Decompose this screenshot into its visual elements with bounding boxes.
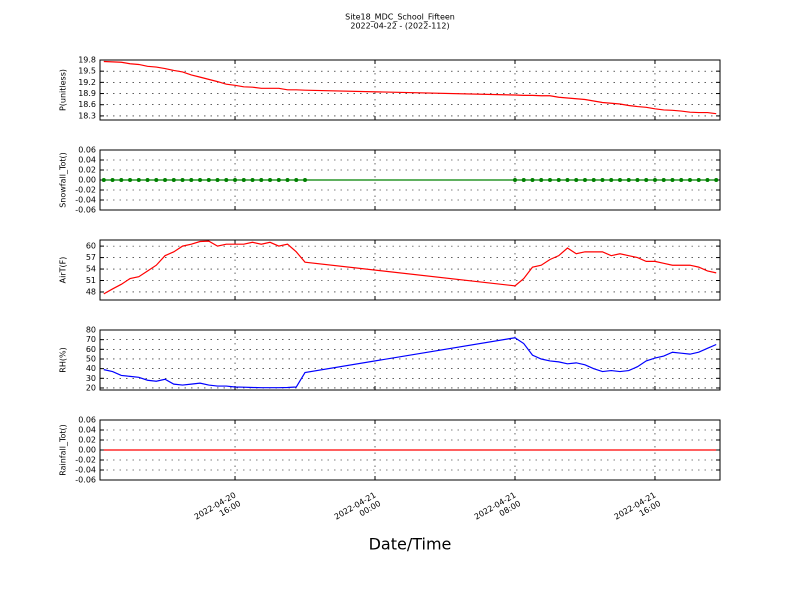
y-tick-label: 50: [86, 354, 96, 363]
data-point: [171, 178, 176, 182]
data-point: [696, 178, 701, 182]
data-point: [189, 178, 194, 182]
y-tick-label: 40: [86, 364, 96, 373]
data-point: [714, 178, 719, 182]
data-point: [145, 178, 150, 182]
data-point: [652, 178, 657, 182]
y-tick-label: 60: [86, 242, 96, 251]
data-point: [679, 178, 684, 182]
data-point: [661, 178, 666, 182]
data-point: [294, 178, 299, 182]
data-point: [600, 178, 605, 182]
y-tick-label: -0.06: [75, 476, 96, 485]
data-point: [285, 178, 290, 182]
y-tick-label: 0.06: [78, 416, 96, 425]
data-point: [250, 178, 255, 182]
y-axis-label: Snowfall_Tot(): [59, 152, 68, 208]
data-point: [591, 178, 596, 182]
data-point: [241, 178, 246, 182]
data-point: [303, 178, 308, 182]
data-point: [154, 178, 159, 182]
y-tick-label: 60: [86, 345, 96, 354]
data-line: [103, 240, 717, 295]
data-point: [687, 178, 692, 182]
data-point: [547, 178, 552, 182]
data-point: [268, 178, 273, 182]
y-tick-label: 18.6: [78, 100, 96, 109]
y-tick-label: 20: [86, 383, 96, 392]
y-tick-label: -0.04: [75, 196, 96, 205]
y-tick-label: 0.00: [78, 446, 96, 455]
data-point: [233, 178, 238, 182]
data-point: [705, 178, 710, 182]
data-point: [215, 178, 220, 182]
y-tick-label: 48: [86, 287, 96, 296]
data-point: [276, 178, 281, 182]
x-axis-label: Date/Time: [369, 535, 452, 554]
y-tick-label: -0.02: [75, 456, 96, 465]
data-point: [635, 178, 640, 182]
y-tick-label: 54: [86, 265, 96, 274]
data-point: [110, 178, 115, 182]
y-tick-label: 0.06: [78, 146, 96, 155]
y-tick-label: -0.06: [75, 206, 96, 215]
chart-title: Site18_MDC_School_Fifteen: [345, 13, 455, 22]
y-tick-label: 30: [86, 374, 96, 383]
data-point: [644, 178, 649, 182]
data-point: [539, 178, 544, 182]
data-point: [574, 178, 579, 182]
y-tick-label: 0.02: [78, 436, 96, 445]
y-tick-label: 70: [86, 335, 96, 344]
data-point: [530, 178, 535, 182]
plot-frame: [99, 419, 721, 481]
data-point: [206, 178, 211, 182]
y-axis-label: RH(%): [59, 347, 68, 372]
data-line: [103, 337, 717, 389]
y-tick-label: 18.3: [78, 111, 96, 120]
data-point: [163, 178, 168, 182]
plot-frame: [99, 329, 721, 391]
data-point: [136, 178, 141, 182]
data-point: [512, 178, 517, 182]
y-axis-label: P(unitless): [59, 69, 68, 111]
y-tick-label: 57: [86, 253, 96, 262]
y-tick-label: 80: [86, 326, 96, 335]
y-tick-label: 0.00: [78, 176, 96, 185]
plot-frame: [99, 149, 721, 211]
data-point: [582, 178, 587, 182]
y-tick-label: 19.8: [78, 56, 96, 65]
y-axis-label: Rainfall_Tot(): [59, 424, 68, 476]
data-point: [626, 178, 631, 182]
y-tick-label: 51: [86, 276, 96, 285]
y-tick-label: 19.2: [78, 78, 96, 87]
data-point: [224, 178, 229, 182]
y-tick-label: 18.9: [78, 89, 96, 98]
data-point: [128, 178, 133, 182]
data-point: [670, 178, 675, 182]
y-axis-label: AirT(F): [59, 257, 68, 284]
data-line: [103, 60, 717, 115]
y-tick-label: -0.02: [75, 186, 96, 195]
data-point: [521, 178, 526, 182]
plot-frame: [99, 59, 721, 121]
data-point: [180, 178, 185, 182]
data-point: [101, 178, 106, 182]
y-tick-label: 19.5: [78, 67, 96, 76]
y-tick-label: -0.04: [75, 466, 96, 475]
chart-subtitle: 2022-04-22 - (2022-112): [350, 22, 449, 31]
y-tick-label: 0.04: [78, 426, 96, 435]
data-point: [198, 178, 203, 182]
plot-frame: [99, 239, 721, 301]
y-tick-label: 0.02: [78, 166, 96, 175]
data-point: [119, 178, 124, 182]
y-tick-label: 0.04: [78, 156, 96, 165]
data-point: [556, 178, 561, 182]
data-point: [259, 178, 264, 182]
data-point: [565, 178, 570, 182]
data-point: [617, 178, 622, 182]
data-point: [609, 178, 614, 182]
